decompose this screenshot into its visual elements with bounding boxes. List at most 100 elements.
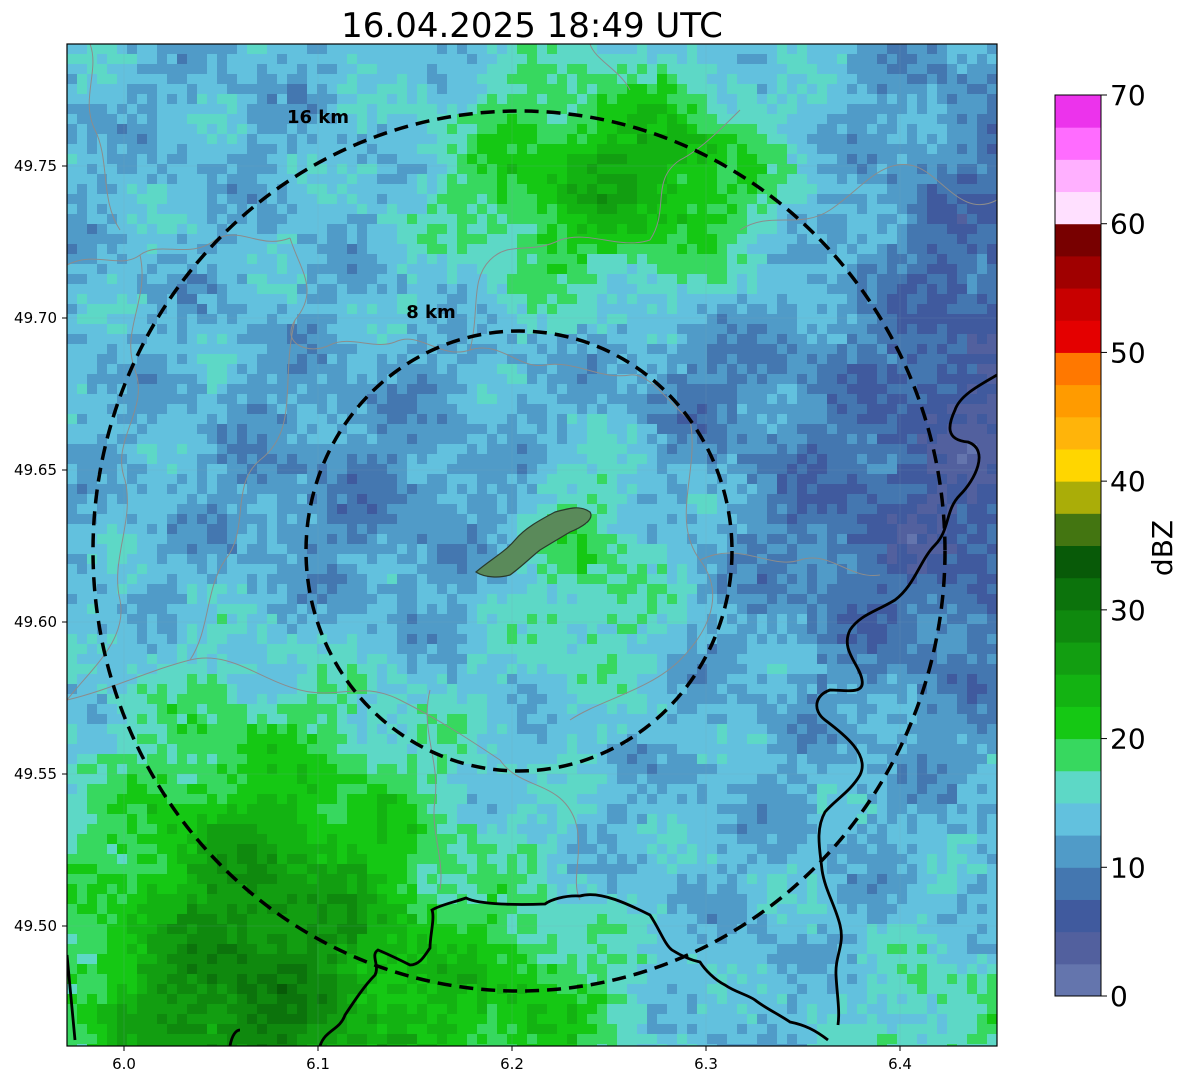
reflectivity-cell <box>687 324 698 335</box>
reflectivity-cell <box>487 94 498 105</box>
reflectivity-cell <box>307 144 318 155</box>
reflectivity-cell <box>437 444 448 455</box>
reflectivity-cell <box>217 414 228 425</box>
figure-title: 16.04.2025 18:49 UTC <box>341 6 723 46</box>
reflectivity-cell <box>797 184 808 195</box>
reflectivity-cell <box>777 284 788 295</box>
reflectivity-cell <box>697 304 708 315</box>
reflectivity-cell <box>607 154 618 165</box>
reflectivity-cell <box>167 374 178 385</box>
reflectivity-cell <box>757 164 768 175</box>
reflectivity-cell <box>347 264 358 275</box>
reflectivity-cell <box>577 134 588 145</box>
reflectivity-cell <box>847 304 858 315</box>
reflectivity-cell <box>667 204 678 215</box>
reflectivity-cell <box>627 254 638 265</box>
reflectivity-cell <box>607 334 618 345</box>
reflectivity-cell <box>737 84 748 95</box>
reflectivity-cell <box>257 444 268 455</box>
reflectivity-cell <box>977 84 988 95</box>
reflectivity-cell <box>257 514 268 525</box>
reflectivity-cell <box>637 544 648 555</box>
reflectivity-cell <box>77 434 88 445</box>
reflectivity-cell <box>977 374 988 385</box>
reflectivity-cell <box>877 214 888 225</box>
reflectivity-cell <box>667 284 678 295</box>
reflectivity-cell <box>197 504 208 515</box>
reflectivity-cell <box>117 94 128 105</box>
reflectivity-cell <box>407 414 418 425</box>
reflectivity-cell <box>247 444 258 455</box>
reflectivity-cell <box>567 564 578 575</box>
reflectivity-cell <box>857 454 868 465</box>
reflectivity-cell <box>507 44 518 55</box>
reflectivity-cell <box>307 504 318 515</box>
reflectivity-cell <box>897 54 908 65</box>
reflectivity-cell <box>857 314 868 325</box>
reflectivity-cell <box>887 434 898 445</box>
reflectivity-cell <box>397 434 408 445</box>
reflectivity-cell <box>447 304 458 315</box>
reflectivity-cell <box>887 244 898 255</box>
reflectivity-cell <box>337 504 348 515</box>
reflectivity-cell <box>267 134 278 145</box>
reflectivity-cell <box>77 194 88 205</box>
reflectivity-cell <box>897 94 908 105</box>
reflectivity-cell <box>917 94 928 105</box>
reflectivity-cell <box>747 514 758 525</box>
reflectivity-cell <box>907 484 918 495</box>
reflectivity-cell <box>657 464 668 475</box>
reflectivity-cell <box>477 354 488 365</box>
reflectivity-cell <box>157 524 168 535</box>
reflectivity-cell <box>87 394 98 405</box>
reflectivity-cell <box>137 124 148 135</box>
reflectivity-cell <box>617 114 628 125</box>
reflectivity-cell <box>297 314 308 325</box>
reflectivity-cell <box>277 444 288 455</box>
reflectivity-cell <box>267 274 278 285</box>
reflectivity-cell <box>87 144 98 155</box>
reflectivity-cell <box>857 364 868 375</box>
reflectivity-cell <box>877 294 888 305</box>
reflectivity-cell <box>857 274 868 285</box>
reflectivity-cell <box>787 364 798 375</box>
reflectivity-cell <box>967 224 978 235</box>
reflectivity-cell <box>877 454 888 465</box>
reflectivity-cell <box>107 284 118 295</box>
reflectivity-cell <box>887 264 898 275</box>
reflectivity-cell <box>317 374 328 385</box>
reflectivity-cell <box>97 84 108 95</box>
reflectivity-cell <box>437 234 448 245</box>
reflectivity-cell <box>857 324 868 335</box>
reflectivity-cell <box>557 144 568 155</box>
reflectivity-cell <box>327 254 338 265</box>
reflectivity-cell <box>267 434 278 445</box>
reflectivity-cell <box>907 104 918 115</box>
reflectivity-cell <box>297 344 308 355</box>
reflectivity-cell <box>837 294 848 305</box>
reflectivity-cell <box>937 464 948 475</box>
reflectivity-cell <box>587 404 598 415</box>
reflectivity-cell <box>717 114 728 125</box>
reflectivity-cell <box>487 124 498 135</box>
reflectivity-cell <box>817 294 828 305</box>
reflectivity-cell <box>467 444 478 455</box>
reflectivity-cell <box>77 204 88 215</box>
reflectivity-cell <box>347 134 358 145</box>
reflectivity-cell <box>647 64 658 75</box>
reflectivity-cell <box>837 424 848 435</box>
reflectivity-cell <box>987 514 997 525</box>
reflectivity-cell <box>547 554 558 565</box>
reflectivity-cell <box>147 544 158 555</box>
reflectivity-cell <box>867 214 878 225</box>
reflectivity-cell <box>437 44 448 55</box>
reflectivity-cell <box>237 484 248 495</box>
reflectivity-cell <box>437 294 448 305</box>
reflectivity-cell <box>67 354 78 365</box>
reflectivity-cell <box>837 234 848 245</box>
reflectivity-cell <box>767 84 778 95</box>
reflectivity-cell <box>687 344 698 355</box>
reflectivity-cell <box>317 54 328 65</box>
reflectivity-cell <box>647 504 658 515</box>
reflectivity-cell <box>867 94 878 105</box>
